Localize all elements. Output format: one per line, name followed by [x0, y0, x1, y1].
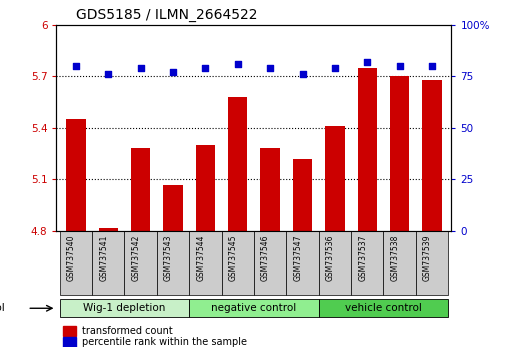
Bar	[60, 299, 189, 318]
Bar	[131, 148, 150, 231]
Text: transformed count: transformed count	[82, 326, 173, 336]
Text: protocol: protocol	[0, 303, 5, 313]
Point	[266, 65, 274, 71]
Text: GSM737537: GSM737537	[358, 234, 367, 281]
Bar	[351, 231, 383, 295]
Text: GSM737545: GSM737545	[229, 234, 238, 281]
Point	[299, 72, 307, 77]
Bar	[293, 159, 312, 231]
Text: Wig-1 depletion: Wig-1 depletion	[83, 303, 166, 313]
Text: GSM737542: GSM737542	[132, 234, 141, 281]
Point	[136, 65, 145, 71]
Bar	[286, 231, 319, 295]
Point	[169, 69, 177, 75]
Bar	[63, 337, 76, 347]
Point	[363, 59, 371, 65]
Bar	[422, 80, 442, 231]
Bar	[222, 231, 254, 295]
Text: GSM737543: GSM737543	[164, 234, 173, 281]
Text: GSM737539: GSM737539	[423, 234, 432, 281]
Point	[104, 72, 112, 77]
Point	[201, 65, 209, 71]
Bar	[319, 231, 351, 295]
Bar	[319, 299, 448, 318]
Bar	[189, 299, 319, 318]
Bar	[157, 231, 189, 295]
Text: GSM737546: GSM737546	[261, 234, 270, 281]
Bar	[195, 145, 215, 231]
Bar	[261, 148, 280, 231]
Bar	[163, 184, 183, 231]
Bar	[358, 68, 377, 231]
Bar	[125, 231, 157, 295]
Bar	[325, 126, 345, 231]
Bar	[189, 231, 222, 295]
Bar	[98, 228, 118, 231]
Text: vehicle control: vehicle control	[345, 303, 422, 313]
Bar	[383, 231, 416, 295]
Text: GSM737540: GSM737540	[67, 234, 76, 281]
Text: GSM737536: GSM737536	[326, 234, 335, 281]
Text: negative control: negative control	[211, 303, 297, 313]
Bar	[390, 76, 409, 231]
Bar	[66, 119, 86, 231]
Point	[233, 61, 242, 67]
Text: GSM737544: GSM737544	[196, 234, 205, 281]
Point	[331, 65, 339, 71]
Bar	[254, 231, 286, 295]
Bar	[228, 97, 247, 231]
Text: GSM737538: GSM737538	[390, 234, 400, 281]
Point	[428, 63, 436, 69]
Bar	[92, 231, 125, 295]
Text: GSM737547: GSM737547	[293, 234, 303, 281]
Text: percentile rank within the sample: percentile rank within the sample	[82, 337, 247, 347]
Text: GDS5185 / ILMN_2664522: GDS5185 / ILMN_2664522	[76, 8, 258, 22]
Bar	[416, 231, 448, 295]
Bar	[60, 231, 92, 295]
Text: GSM737541: GSM737541	[99, 234, 108, 281]
Point	[72, 63, 80, 69]
Point	[396, 63, 404, 69]
Bar	[63, 326, 76, 336]
